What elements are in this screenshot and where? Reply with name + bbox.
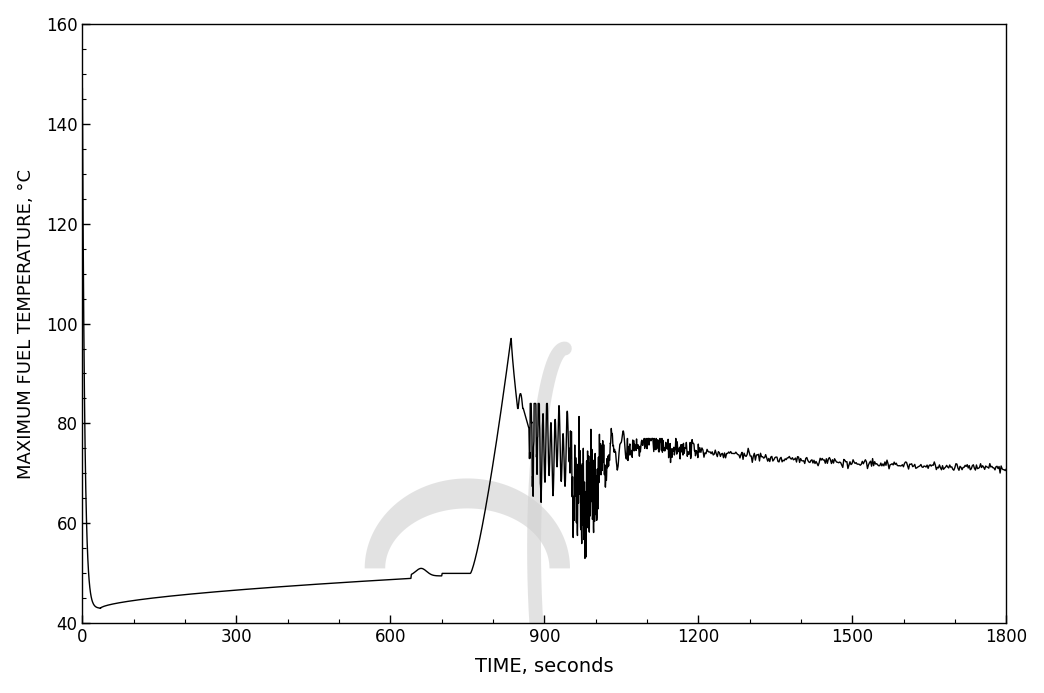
Y-axis label: MAXIMUM FUEL TEMPERATURE, °C: MAXIMUM FUEL TEMPERATURE, °C [17,168,34,478]
X-axis label: TIME, seconds: TIME, seconds [475,658,614,676]
Polygon shape [364,478,570,568]
